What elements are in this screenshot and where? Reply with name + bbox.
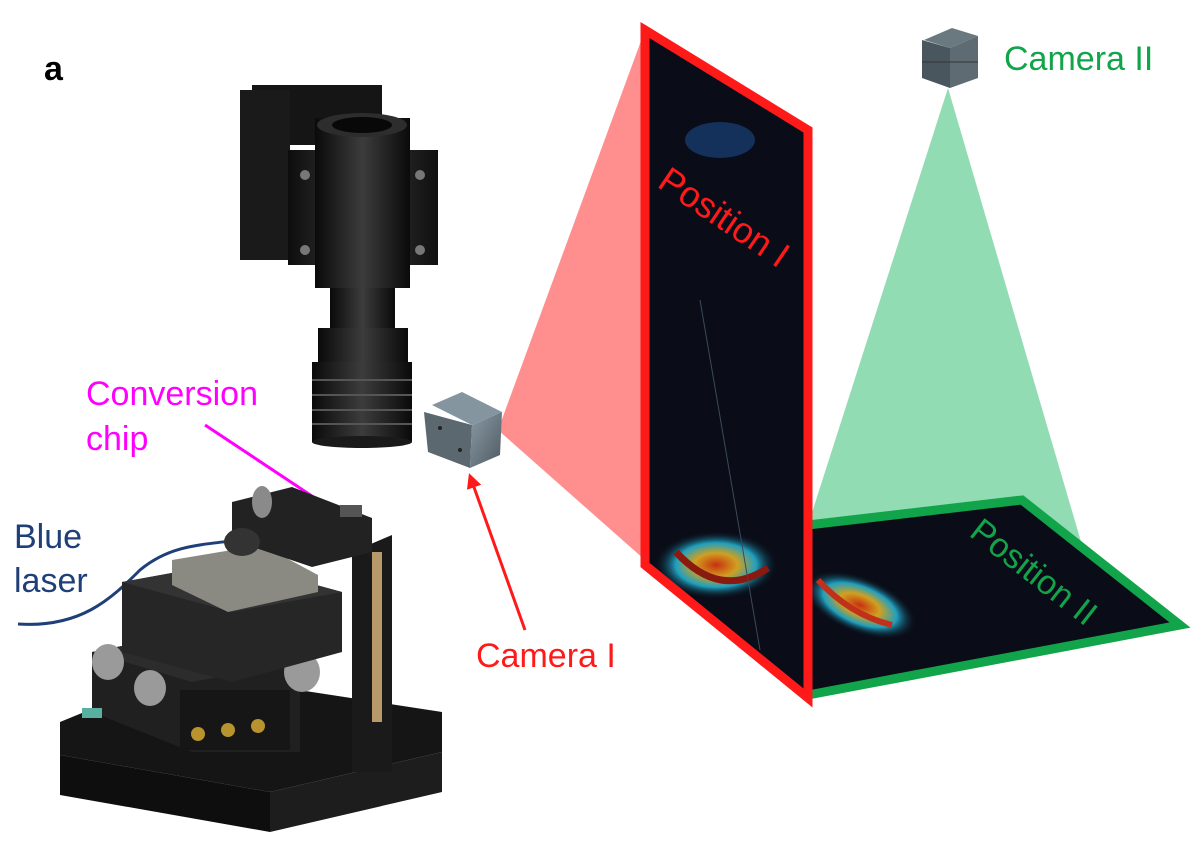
- camera-2-field-of-view: [808, 88, 1082, 545]
- camera-2-label: Camera II: [1004, 40, 1153, 78]
- panel-label: a: [44, 50, 64, 88]
- conversion-chip-label-line2: chip: [86, 420, 148, 458]
- blue-laser-label-line1: Blue: [14, 518, 82, 556]
- camera-2-cube-icon: [922, 28, 978, 88]
- conversion-chip-label-line1: Conversion: [86, 375, 258, 413]
- camera-1-cube-icon: [424, 392, 502, 468]
- blue-laser-fiber: [17, 538, 241, 626]
- camera-1-label: Camera I: [476, 637, 616, 675]
- position-1-screen: [640, 21, 813, 708]
- camera-1-arrow: [466, 473, 527, 631]
- camera-1-field-of-view: [498, 30, 645, 560]
- translation-stage-icon: [60, 486, 442, 832]
- blue-laser-label-line2: laser: [14, 562, 88, 600]
- microscope-objective-icon: [240, 85, 438, 448]
